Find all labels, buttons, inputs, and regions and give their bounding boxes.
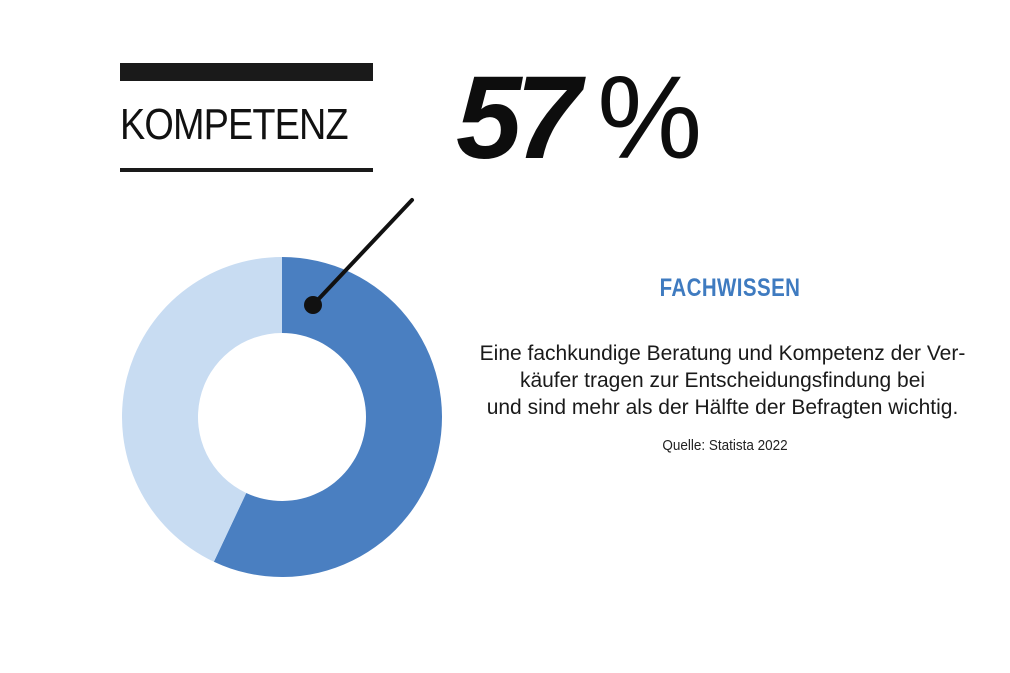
heading-underline — [120, 168, 373, 172]
source-note: Quelle: Statista 2022 — [662, 437, 788, 454]
donut-slice-rest — [122, 257, 282, 562]
description-line: käufer tragen zur Entscheidungsfindung b… — [519, 369, 926, 392]
pointer-line — [311, 198, 414, 307]
chart-heading: KOMPETENZ — [120, 100, 349, 149]
big-percentage-number: 57 — [456, 52, 581, 184]
description-line: Eine fachkundige Beratung und Kompetenz … — [479, 342, 966, 365]
pointer-dot — [304, 296, 322, 314]
subtitle: FACHWISSEN — [659, 274, 801, 302]
big-percentage-unit: % — [597, 52, 703, 184]
big-percentage: 57% — [456, 58, 702, 178]
heading-top-bar — [120, 63, 373, 81]
description: Eine fachkundige Beratung und Kompetenz … — [450, 340, 995, 421]
description-line: und sind mehr als der Hälfte der Befragt… — [486, 396, 959, 419]
donut-slice-primary — [213, 257, 442, 577]
donut-slices — [122, 257, 442, 577]
